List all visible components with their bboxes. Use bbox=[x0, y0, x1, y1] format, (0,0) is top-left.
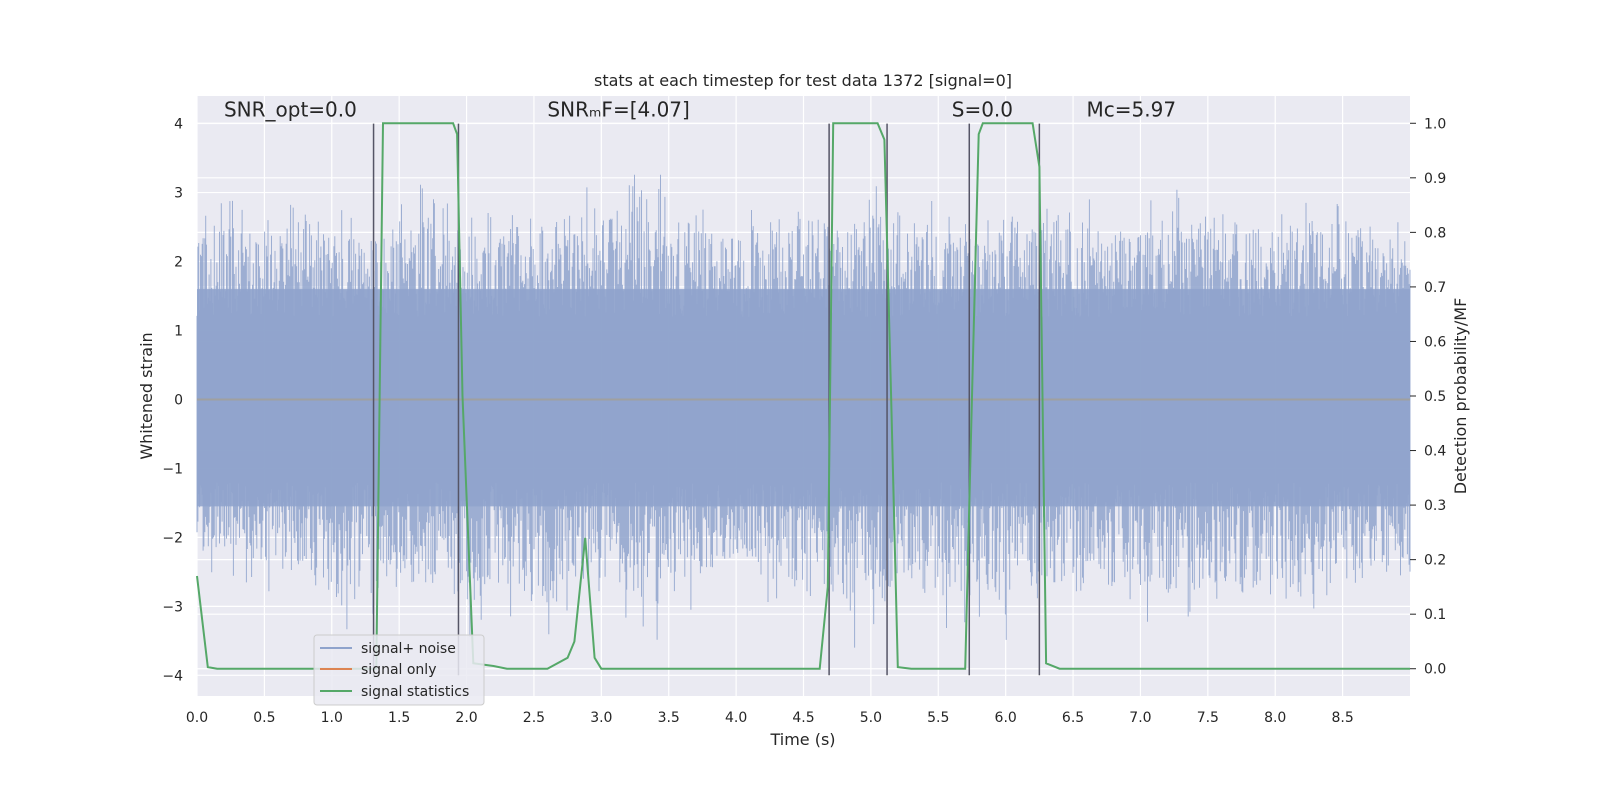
y2-tick-label-1: 0.9 bbox=[1424, 171, 1446, 187]
x-axis-ticks: 0.0 0.5 1.0 1.5 2.0 2.5 3.0 3.5 4.0 4.5 5.0 5.5 6.0 6… bbox=[186, 710, 1354, 726]
y-axis-ticks: 4 3 2 1 0 −1 −2 −3 −4 bbox=[162, 117, 183, 685]
x-tick-label-1: 0.5 bbox=[253, 710, 275, 726]
x-tick-label-15: 7.5 bbox=[1197, 710, 1219, 726]
x-tick-label-6: 3.0 bbox=[590, 710, 612, 726]
y-tick-label-1: 3 bbox=[174, 186, 183, 202]
x-tick-label-14: 7.0 bbox=[1129, 710, 1151, 726]
y2-tick-label-5: 0.5 bbox=[1424, 389, 1446, 405]
y-tick-label-0: 4 bbox=[174, 117, 183, 133]
signal-noise-line bbox=[196, 174, 1411, 648]
signal-statistics-line bbox=[196, 122, 1410, 670]
annotation-1: SNRₘF=[4.07] bbox=[547, 98, 689, 122]
y-tick-label-6: −2 bbox=[162, 530, 183, 546]
x-tick-label-12: 6.0 bbox=[995, 710, 1017, 726]
y2-tick-label-4: 0.6 bbox=[1424, 334, 1446, 350]
y-tick-label-8: −4 bbox=[162, 668, 183, 684]
x-tick-label-5: 2.5 bbox=[523, 710, 545, 726]
x-tick-label-3: 1.5 bbox=[388, 710, 410, 726]
x-tick-label-10: 5.0 bbox=[860, 710, 882, 726]
annotation-3: Mᴄ=5.97 bbox=[1087, 98, 1177, 122]
y-tick-label-7: −3 bbox=[162, 599, 183, 615]
x-tick-label-0: 0.0 bbox=[186, 710, 208, 726]
x-tick-label-7: 3.5 bbox=[658, 710, 680, 726]
legend: signal+ noise signal only signal statist… bbox=[313, 634, 485, 706]
y2-tick-label-3: 0.7 bbox=[1424, 280, 1446, 296]
y2-tick-label-0: 1.0 bbox=[1424, 116, 1446, 132]
y2-axis-label: Detection probability/MF bbox=[1451, 298, 1470, 495]
signal-noise-series bbox=[196, 174, 1411, 648]
x-tick-label-17: 8.5 bbox=[1331, 710, 1353, 726]
x-tick-label-16: 8.0 bbox=[1264, 710, 1286, 726]
y-tick-label-5: −1 bbox=[162, 461, 183, 477]
annotation-2: S=0.0 bbox=[952, 98, 1013, 122]
chart-title: stats at each timestep for test data 137… bbox=[594, 71, 1012, 90]
y2-tick-label-7: 0.3 bbox=[1424, 498, 1446, 514]
legend-label-signal-only: signal only bbox=[361, 662, 436, 678]
annotation-0: SNR_opt=0.0 bbox=[224, 98, 357, 122]
x-tick-label-4: 2.0 bbox=[455, 710, 477, 726]
y-axis-label: Whitened strain bbox=[137, 332, 156, 459]
legend-label-signal-statistics: signal statistics bbox=[361, 684, 469, 700]
x-tick-label-2: 1.0 bbox=[321, 710, 343, 726]
y2-tick-label-8: 0.2 bbox=[1424, 553, 1446, 569]
y2-tick-label-10: 0.0 bbox=[1424, 662, 1446, 678]
legend-box bbox=[313, 634, 485, 706]
x-tick-label-8: 4.0 bbox=[725, 710, 747, 726]
x-tick-label-13: 6.5 bbox=[1062, 710, 1084, 726]
y-tick-label-4: 0 bbox=[174, 392, 183, 408]
x-axis-label: Time (s) bbox=[769, 730, 835, 749]
y2-tick-label-9: 0.1 bbox=[1424, 607, 1446, 623]
annotations: SNR_opt=0.0 SNRₘF=[4.07] S=0.0 Mᴄ=5.97 bbox=[224, 98, 1176, 122]
legend-label-signal-noise: signal+ noise bbox=[361, 641, 456, 657]
x-tick-label-9: 4.5 bbox=[792, 710, 814, 726]
y2-tick-label-6: 0.4 bbox=[1424, 444, 1446, 460]
y2-tick-label-2: 0.8 bbox=[1424, 225, 1446, 241]
y-tick-label-3: 1 bbox=[174, 323, 183, 339]
x-tick-label-11: 5.5 bbox=[927, 710, 949, 726]
signal-statistics-series bbox=[196, 122, 1410, 670]
y-tick-label-2: 2 bbox=[174, 255, 183, 271]
y2-axis-ticks: 1.0 0.9 0.8 0.7 0.6 0.5 0.4 0.3 0.2 0.1 0.0 bbox=[1410, 116, 1446, 678]
